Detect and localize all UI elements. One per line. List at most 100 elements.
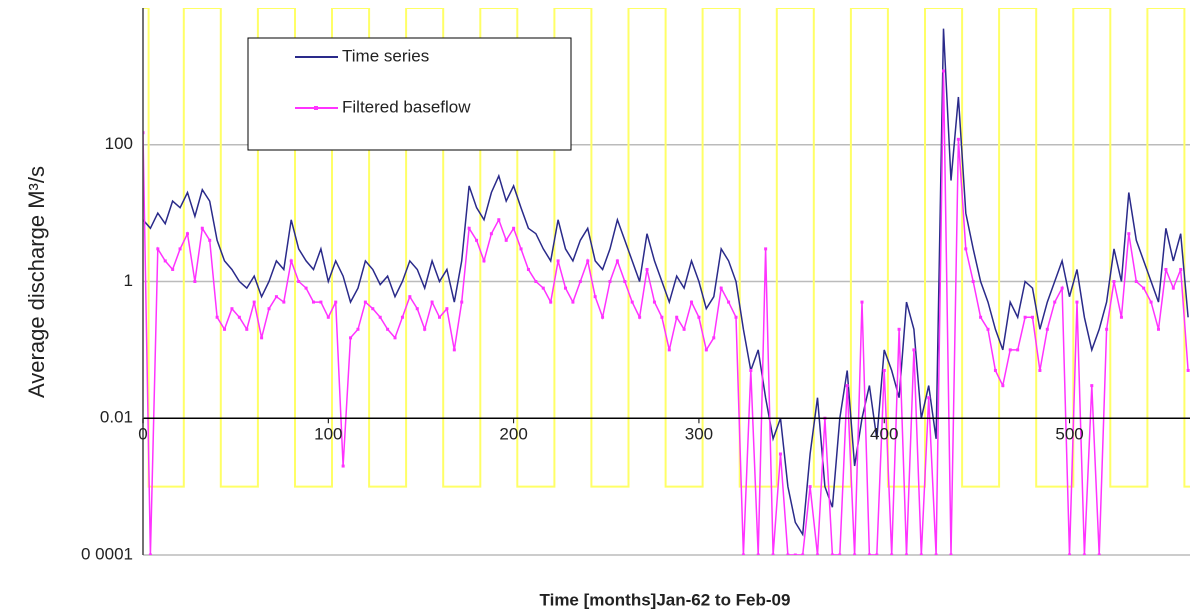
- series-marker: [741, 553, 745, 555]
- series-marker: [956, 137, 960, 141]
- series-marker: [237, 315, 241, 319]
- series-marker: [378, 315, 382, 319]
- series-marker: [460, 300, 464, 304]
- series-marker: [230, 307, 234, 311]
- series-marker: [289, 259, 293, 263]
- legend: Time series Filtered baseflow: [247, 37, 572, 151]
- series-marker: [845, 384, 849, 388]
- series-marker: [645, 267, 649, 271]
- series-marker: [1038, 368, 1042, 372]
- series-marker: [319, 300, 323, 304]
- series-marker: [586, 259, 590, 263]
- series-marker: [393, 336, 397, 340]
- series-marker: [304, 286, 308, 290]
- series-marker: [1008, 348, 1012, 352]
- series-marker: [489, 232, 493, 236]
- y-tick-label: 1: [124, 271, 133, 290]
- series-marker: [1053, 300, 1057, 304]
- series-marker: [1016, 348, 1020, 352]
- x-tick-label: 300: [685, 425, 713, 444]
- legend-label: Filtered baseflow: [342, 97, 471, 116]
- series-marker: [971, 280, 975, 283]
- y-tick-label: 0 0001: [81, 544, 133, 563]
- series-marker: [808, 485, 812, 489]
- series-marker: [274, 295, 278, 299]
- series-marker: [349, 336, 353, 340]
- series-marker: [1068, 553, 1072, 555]
- series-marker: [690, 300, 694, 304]
- series-marker: [223, 327, 227, 331]
- series-marker: [1134, 280, 1138, 283]
- series-marker: [148, 553, 152, 555]
- series-marker: [1075, 300, 1079, 304]
- series-marker: [816, 553, 820, 555]
- series-marker: [400, 315, 404, 319]
- x-tick-label: 200: [499, 425, 527, 444]
- x-tick-label: 100: [314, 425, 342, 444]
- series-marker: [756, 553, 760, 555]
- series-marker: [793, 553, 797, 555]
- series-marker: [934, 553, 938, 555]
- series-marker: [208, 238, 212, 242]
- series-marker: [1149, 300, 1153, 304]
- series-marker: [1060, 286, 1064, 290]
- series-marker: [786, 553, 790, 555]
- series-marker: [749, 368, 753, 372]
- series-marker: [185, 232, 189, 236]
- series-marker: [163, 259, 167, 263]
- series-marker: [1105, 327, 1109, 331]
- series-marker: [830, 553, 834, 555]
- series-marker: [860, 300, 864, 304]
- y-tick-label: 100: [105, 134, 133, 153]
- series-marker: [615, 259, 619, 263]
- series-marker: [927, 396, 931, 400]
- series-marker: [356, 327, 360, 331]
- series-marker: [912, 348, 916, 352]
- series-marker: [512, 226, 516, 230]
- series-marker: [526, 267, 530, 271]
- series-marker: [578, 280, 582, 283]
- series-marker: [838, 553, 842, 555]
- series-marker: [282, 300, 286, 304]
- series-marker: [475, 238, 479, 242]
- series-marker: [867, 553, 871, 555]
- series-marker: [260, 336, 264, 340]
- series-marker: [171, 267, 175, 271]
- x-tick-label: 0: [138, 425, 147, 444]
- legend-marker: [314, 106, 318, 110]
- series-marker: [993, 368, 997, 372]
- series-marker: [541, 286, 545, 290]
- series-marker: [1119, 315, 1123, 319]
- series-marker: [452, 348, 456, 352]
- series-marker: [734, 315, 738, 319]
- y-tick-label: 0.01: [100, 408, 133, 427]
- series-marker: [771, 553, 775, 555]
- series-marker: [608, 280, 612, 283]
- x-axis-label: Time [months]Jan-62 to Feb-09: [540, 590, 791, 609]
- series-marker: [1112, 280, 1116, 283]
- series-line: [143, 8, 1190, 488]
- series-marker: [875, 553, 879, 555]
- series-marker: [1142, 286, 1146, 290]
- series-marker: [986, 327, 990, 331]
- series-marker: [1171, 286, 1175, 290]
- series-marker: [193, 280, 197, 283]
- series-marker: [267, 307, 271, 311]
- series-marker: [326, 315, 330, 319]
- series-marker: [778, 452, 782, 456]
- series-marker: [630, 300, 634, 304]
- series-marker: [801, 553, 805, 555]
- series-marker: [1001, 384, 1005, 388]
- series-marker: [727, 300, 731, 304]
- series-marker: [890, 553, 894, 555]
- series-line: [143, 70, 1189, 555]
- series-marker: [712, 336, 716, 340]
- series-marker: [437, 315, 441, 319]
- series-marker: [1156, 327, 1160, 331]
- series-marker: [764, 247, 768, 251]
- series-marker: [697, 315, 701, 319]
- x-tick-label: 400: [870, 425, 898, 444]
- series-marker: [467, 226, 471, 230]
- series-marker: [601, 315, 605, 319]
